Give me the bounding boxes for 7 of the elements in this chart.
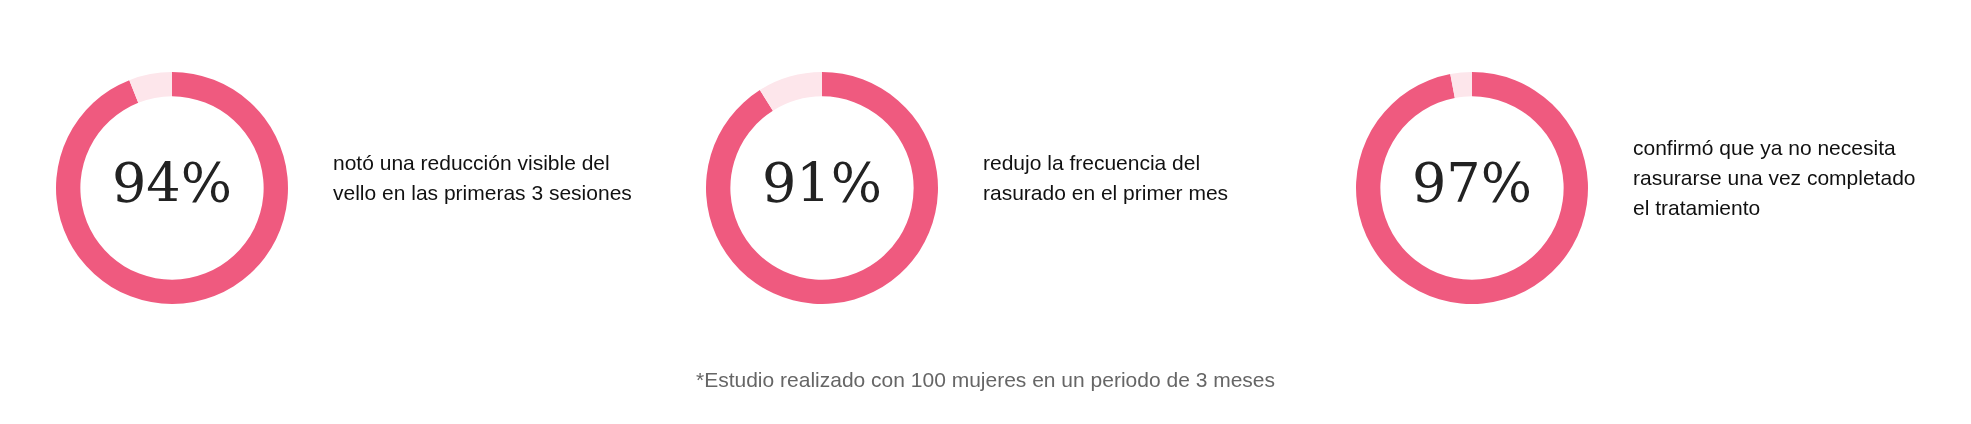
data-label: 97% [1411,152,1533,216]
data-label: 91% [761,152,883,216]
data-label: 94% [111,152,233,216]
text: confirmó que ya no necesita rasurarse una vez completado el tratamiento [1633,135,1917,221]
text: *Estudio realizado con 100 mujeres en un periodo de 3 meses [695,368,1276,392]
text: notó una reducción visible del vello en las primeras 3 sesiones [333,150,633,206]
text: redujo la frecuencia del rasurado en el primer mes [983,150,1230,206]
